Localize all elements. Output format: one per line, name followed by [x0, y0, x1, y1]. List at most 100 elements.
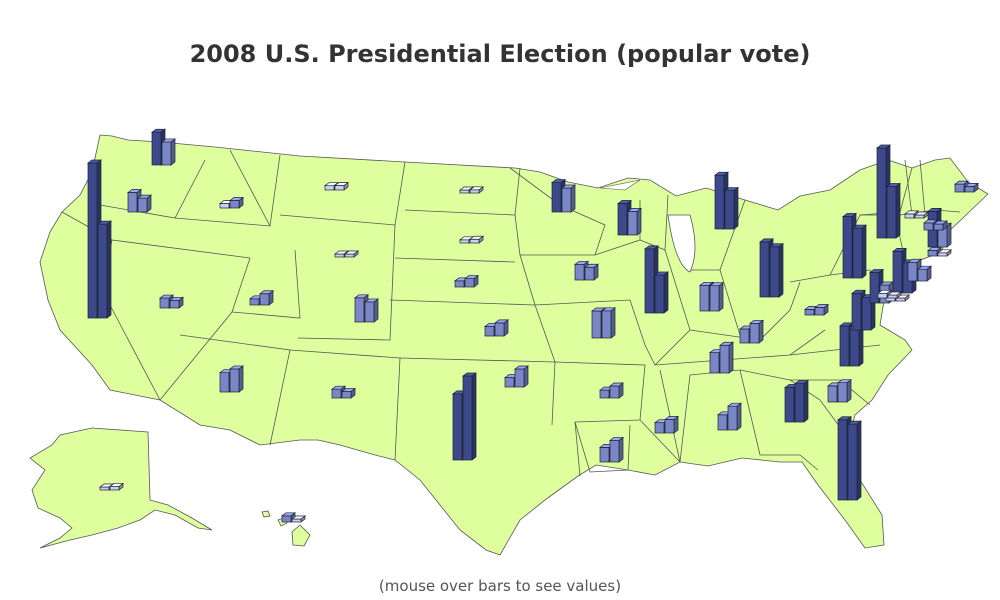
- bar-wv-1[interactable]: [804, 309, 815, 316]
- bar-az-2[interactable]: [229, 368, 240, 393]
- bar-mn-1[interactable]: [551, 182, 562, 213]
- bar-co-1[interactable]: [354, 297, 365, 323]
- bar-group-me[interactable]: [953, 180, 980, 193]
- bar-ct-2[interactable]: [917, 268, 928, 282]
- bar-group-wy[interactable]: [333, 250, 360, 258]
- bar-dc-1[interactable]: [877, 292, 888, 299]
- bar-nv-1[interactable]: [159, 297, 170, 309]
- bar-group-sd[interactable]: [458, 235, 485, 244]
- bar-wv-2[interactable]: [814, 307, 825, 316]
- bar-az-1[interactable]: [219, 372, 230, 393]
- bar-mo-1[interactable]: [591, 310, 602, 339]
- bar-ri-1[interactable]: [927, 250, 938, 257]
- bar-group-ct[interactable]: [906, 258, 933, 282]
- bar-ks-1[interactable]: [484, 326, 495, 337]
- bar-nc-1[interactable]: [839, 325, 850, 367]
- bar-in-1[interactable]: [699, 284, 710, 312]
- bar-mo-2[interactable]: [601, 310, 612, 339]
- bar-ar-1[interactable]: [599, 389, 610, 399]
- bar-group-ny[interactable]: [875, 144, 902, 239]
- bar-al-2[interactable]: [727, 405, 738, 431]
- bar-group-ok[interactable]: [503, 365, 530, 388]
- bar-group-ar[interactable]: [598, 382, 625, 399]
- bar-tn-2[interactable]: [719, 344, 730, 374]
- bar-pa-2[interactable]: [852, 227, 863, 279]
- bar-group-wv[interactable]: [803, 303, 830, 316]
- bar-wa-2[interactable]: [161, 141, 172, 166]
- bar-wy-1[interactable]: [334, 253, 345, 258]
- bar-co-2[interactable]: [364, 301, 375, 323]
- bar-tx-2[interactable]: [462, 375, 473, 461]
- bar-nc-2[interactable]: [849, 325, 860, 367]
- bar-ms-2[interactable]: [664, 419, 675, 434]
- bar-hi-2[interactable]: [291, 518, 302, 523]
- bar-or-2[interactable]: [137, 197, 148, 213]
- bar-nd-2[interactable]: [469, 189, 480, 194]
- bar-il-1[interactable]: [644, 248, 655, 314]
- bar-group-wa[interactable]: [150, 128, 177, 166]
- bar-fl-1[interactable]: [837, 419, 848, 501]
- bar-group-mo[interactable]: [590, 307, 617, 339]
- bar-group-co[interactable]: [353, 294, 380, 323]
- bar-ri-2[interactable]: [937, 252, 948, 257]
- bar-in-2[interactable]: [709, 285, 720, 312]
- bar-group-mn[interactable]: [550, 178, 577, 213]
- bar-vt-2[interactable]: [914, 214, 925, 219]
- bar-wa-1[interactable]: [151, 131, 162, 166]
- bar-sc-2[interactable]: [837, 382, 848, 403]
- bar-me-1[interactable]: [954, 183, 965, 193]
- bar-oh-1[interactable]: [759, 241, 770, 298]
- bar-me-2[interactable]: [964, 186, 975, 193]
- bar-group-ia[interactable]: [573, 260, 600, 281]
- bar-group-wi[interactable]: [616, 199, 643, 236]
- bar-group-nd[interactable]: [458, 186, 485, 194]
- bar-group-nh[interactable]: [922, 219, 949, 231]
- bar-group-mi[interactable]: [713, 171, 740, 230]
- bar-ut-2[interactable]: [259, 293, 270, 306]
- bar-mi-2[interactable]: [724, 190, 735, 230]
- bar-group-dc[interactable]: [876, 289, 903, 299]
- bar-nh-1[interactable]: [923, 222, 934, 231]
- bar-la-1[interactable]: [599, 447, 610, 463]
- bar-group-al[interactable]: [716, 402, 743, 431]
- bar-hi-1[interactable]: [281, 515, 292, 523]
- bar-ne-1[interactable]: [454, 280, 465, 288]
- bar-dc-2[interactable]: [887, 294, 898, 299]
- bar-group-ca[interactable]: [86, 159, 113, 319]
- bar-tn-1[interactable]: [709, 352, 720, 374]
- bar-wi-2[interactable]: [627, 211, 638, 236]
- bar-ny-1[interactable]: [876, 147, 887, 239]
- bar-vt-1[interactable]: [904, 213, 915, 219]
- bar-ok-2[interactable]: [514, 368, 525, 388]
- bar-group-nv[interactable]: [158, 294, 185, 309]
- bar-sd-1[interactable]: [459, 239, 470, 244]
- bar-ct-1[interactable]: [907, 261, 918, 282]
- bar-group-pa[interactable]: [841, 212, 868, 279]
- bar-md-1[interactable]: [869, 272, 880, 304]
- bar-nd-1[interactable]: [459, 189, 470, 194]
- bar-group-ne[interactable]: [453, 274, 480, 288]
- bar-group-fl[interactable]: [836, 416, 863, 501]
- bar-sd-2[interactable]: [469, 238, 480, 244]
- bar-group-vt[interactable]: [903, 210, 930, 219]
- bar-ms-1[interactable]: [654, 422, 665, 434]
- bar-ks-2[interactable]: [494, 322, 505, 337]
- bar-mt-1[interactable]: [324, 185, 335, 191]
- bar-group-ri[interactable]: [926, 246, 953, 257]
- bar-mn-2[interactable]: [561, 187, 572, 213]
- bar-tx-1[interactable]: [452, 393, 463, 461]
- bar-nm-1[interactable]: [331, 388, 342, 399]
- bar-group-ak[interactable]: [98, 482, 125, 491]
- bar-ga-2[interactable]: [794, 383, 805, 423]
- bar-group-ks[interactable]: [483, 319, 510, 337]
- bar-ar-2[interactable]: [609, 385, 620, 399]
- bar-ny-2[interactable]: [886, 186, 897, 239]
- bar-ak-1[interactable]: [99, 486, 110, 491]
- bar-ok-1[interactable]: [504, 377, 515, 388]
- bar-group-tx[interactable]: [451, 372, 478, 461]
- bar-mt-2[interactable]: [334, 185, 345, 191]
- bar-group-az[interactable]: [218, 365, 245, 393]
- bar-group-ga[interactable]: [783, 379, 810, 423]
- bar-group-ms[interactable]: [653, 415, 680, 434]
- bar-sc-1[interactable]: [827, 385, 838, 403]
